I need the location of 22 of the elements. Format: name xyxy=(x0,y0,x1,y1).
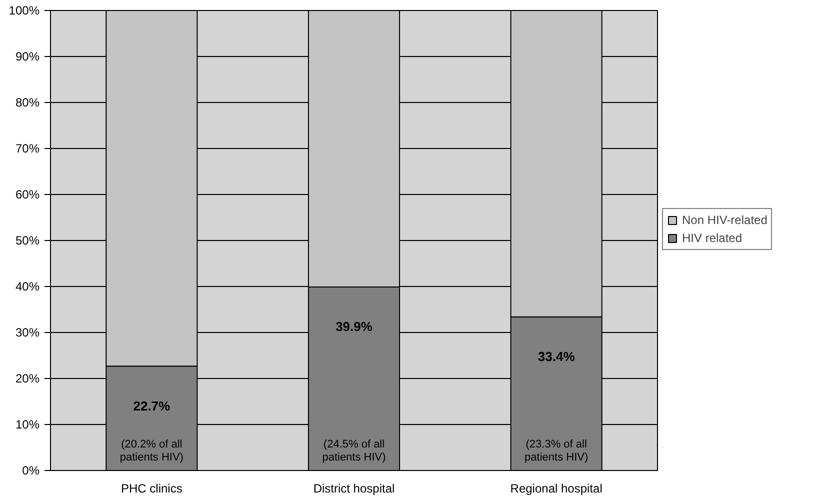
y-tick-label: 100% xyxy=(8,4,40,18)
annotation: (24.5% of all patients HIV) xyxy=(322,438,386,464)
data-label: 33.4% xyxy=(538,349,576,364)
y-tick-label: 20% xyxy=(15,372,40,386)
data-label: 22.7% xyxy=(133,398,171,414)
y-tick-label: 40% xyxy=(15,280,40,294)
annotation: (23.3% of all patients HIV) xyxy=(524,438,588,464)
x-tick-label: PHC clinics xyxy=(120,482,182,496)
data-label: 39.9% xyxy=(336,319,373,334)
x-tick-label: District hospital xyxy=(313,482,395,496)
y-tick-label: 80% xyxy=(15,96,40,110)
y-tick-label: 70% xyxy=(15,142,40,156)
y-tick-label: 50% xyxy=(15,234,40,248)
legend-label: HIV related xyxy=(682,230,742,244)
annotation: (20.2% of all patients HIV) xyxy=(120,438,184,464)
y-tick-label: 90% xyxy=(15,50,40,64)
y-tick-label: 30% xyxy=(15,326,40,340)
y-tick-label: 10% xyxy=(15,418,40,432)
legend-label: Non HIV-related xyxy=(682,212,768,226)
y-tick-label: 0% xyxy=(22,464,40,478)
x-tick-label: Regional hospital xyxy=(510,482,602,496)
y-tick-label: 60% xyxy=(15,188,40,202)
